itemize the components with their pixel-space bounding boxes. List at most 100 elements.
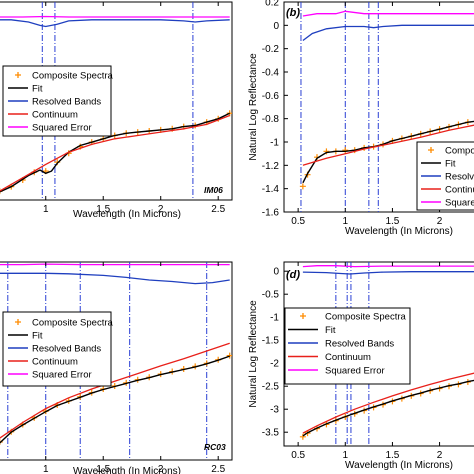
- x-tick-label: 1.5: [96, 464, 110, 474]
- legend-label: Fit: [445, 159, 456, 170]
- y-tick-label: 0: [273, 21, 279, 32]
- y-tick-label: -0.2: [262, 44, 280, 55]
- data-point: [299, 183, 306, 190]
- legend-label: Squared Error: [32, 123, 92, 134]
- series-line: [0, 112, 231, 193]
- x-axis-label: Wavelength (In Microns): [73, 466, 181, 474]
- x-tick-label: 1.5: [385, 216, 399, 227]
- legend-label: Squared Error: [32, 370, 92, 381]
- legend-label: Squared Error: [325, 366, 385, 377]
- y-tick-label: -2.5: [262, 382, 280, 393]
- x-axis-label: Wavelength (In Microns): [73, 209, 181, 220]
- panel-label: (b): [286, 7, 300, 19]
- panel-0: 1 1.5 2 2.5 Wavelength (In Microns) IM06 Compo…: [0, 1, 233, 220]
- data-point: [323, 148, 330, 155]
- series-line: [302, 24, 474, 42]
- legend-label: Composite Spectra: [32, 71, 114, 82]
- legend: Composite Spectra Fit Resolved Bands Contin…: [2, 65, 114, 137]
- series-line: [0, 272, 230, 285]
- legend-label: Fit: [325, 325, 336, 336]
- legend-label: Continu: [445, 185, 474, 196]
- x-axis-label: Wavelength (In Microns): [345, 226, 453, 237]
- series-line: [302, 124, 474, 166]
- x-tick-label: 1: [43, 204, 49, 215]
- x-tick-label: 2: [437, 450, 443, 461]
- x-tick-label: 2: [158, 464, 164, 474]
- panel-label: (d): [286, 269, 300, 281]
- y-tick-label: -1: [270, 313, 279, 324]
- data-point: [226, 352, 232, 359]
- plot-content: [299, 262, 474, 446]
- sample-tag: RC03: [204, 442, 226, 452]
- series-line: [0, 263, 230, 266]
- y-tick-label: -3: [270, 405, 279, 416]
- series-line: [0, 342, 230, 439]
- series-line: [0, 19, 230, 28]
- x-tick-label: 2: [437, 216, 443, 227]
- data-point: [342, 147, 349, 154]
- y-tick-label: -1: [270, 138, 279, 149]
- legend-label: Resolv: [445, 172, 474, 183]
- panel-3: 0.5 1 1.5 2 0 -0.5 -1 -1.5 -2 -2.5 -3 -3.5 Wavelengt…: [248, 261, 474, 471]
- legend-label: Resolved Bands: [32, 97, 101, 108]
- y-tick-label: -1.2: [262, 161, 280, 172]
- x-tick-label: 1: [343, 450, 349, 461]
- y-tick-label: -1.4: [262, 184, 280, 195]
- legend-box: [284, 307, 411, 385]
- legend-marker: [428, 147, 434, 153]
- y-tick-label: -0.8: [262, 114, 280, 125]
- x-tick-label: 1.5: [96, 204, 110, 215]
- series-line: [302, 120, 474, 184]
- legend-label: Composite Spectra: [32, 318, 114, 329]
- legend-label: Fit: [32, 331, 43, 342]
- y-tick-label: 0.2: [265, 0, 279, 9]
- y-axis-label: Natural Log Reflectance: [248, 300, 259, 408]
- y-axis-label: Natural Log Reflectance: [248, 53, 259, 161]
- series-line: [302, 379, 474, 437]
- legend: Composite Spectra Fit Resolved Bands Contin…: [2, 311, 114, 387]
- x-tick-label: 1.5: [385, 450, 399, 461]
- x-axis-label: Wavelength (In Microns): [345, 460, 453, 471]
- legend-label: Resolved Bands: [32, 344, 101, 355]
- series-line: [302, 265, 474, 268]
- legend-label: Square: [445, 198, 474, 209]
- y-tick-label: 0: [273, 267, 279, 278]
- legend-label: Resolved Bands: [325, 339, 394, 350]
- y-tick-label: -0.4: [262, 68, 280, 79]
- y-tick-label: -1.6: [262, 208, 280, 219]
- plot-content: [299, 2, 474, 212]
- y-tick-label: -2: [270, 359, 279, 370]
- legend-label: Fit: [32, 84, 43, 95]
- y-tick-label: -1.5: [262, 336, 280, 347]
- y-tick-label: -0.5: [262, 290, 280, 301]
- legend: Compo Fit Resolv Continu Square: [416, 141, 474, 211]
- legend-marker: [300, 313, 306, 319]
- y-tick-label: -0.6: [262, 91, 280, 102]
- x-tick-label: 1: [343, 216, 349, 227]
- series-line: [0, 15, 230, 18]
- legend: Composite Spectra Fit Resolved Bands Contin…: [284, 307, 411, 385]
- series-line: [0, 114, 230, 192]
- data-point: [299, 433, 306, 440]
- series-line: [302, 271, 474, 275]
- x-tick-label: 0.5: [291, 216, 305, 227]
- x-tick-label: 2.5: [211, 464, 225, 474]
- legend-label: Continuum: [32, 110, 78, 121]
- legend-label: Continuum: [325, 352, 371, 363]
- legend-label: Continuum: [32, 357, 78, 368]
- sample-tag: IM06: [204, 185, 223, 195]
- legend-label: Composite Spectra: [325, 312, 407, 323]
- legend-label: Compo: [445, 146, 474, 157]
- x-tick-label: 2: [158, 204, 164, 215]
- series-line: [302, 10, 474, 17]
- panel-1: 0.5 1 1.5 2 0.2 0 -0.2 -0.4 -0.6 -0.8 -1 -1.2 -1.4 -1…: [248, 0, 474, 237]
- x-tick-label: 2.5: [211, 204, 225, 215]
- legend-marker: [15, 72, 21, 78]
- legend-marker: [15, 319, 21, 325]
- series-line: [0, 355, 230, 444]
- y-tick-label: -3.5: [262, 428, 280, 439]
- series-line: [302, 372, 474, 434]
- x-tick-label: 0.5: [291, 450, 305, 461]
- x-tick-label: 1: [43, 464, 49, 474]
